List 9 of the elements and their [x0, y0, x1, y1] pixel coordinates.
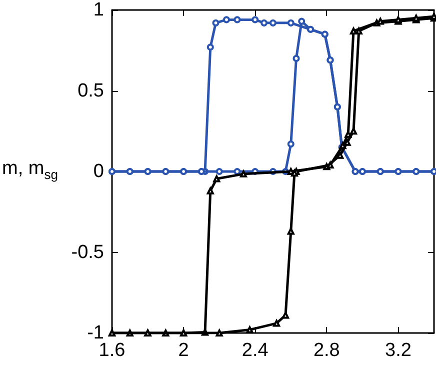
y-tick-label: 0	[93, 161, 104, 182]
y-tick-label: 0.5	[78, 80, 104, 102]
y-axis-title: m, m$_{sg}$	[2, 158, 58, 182]
y-tick-label: 1	[93, 0, 104, 20]
x-tick-label: 3.2	[385, 340, 412, 361]
x-tick-label: 2	[178, 340, 189, 361]
x-tick-label: 2.8	[313, 340, 340, 361]
y-tick-label: -0.5	[71, 242, 104, 263]
x-tick-label: 2.4	[242, 340, 269, 361]
